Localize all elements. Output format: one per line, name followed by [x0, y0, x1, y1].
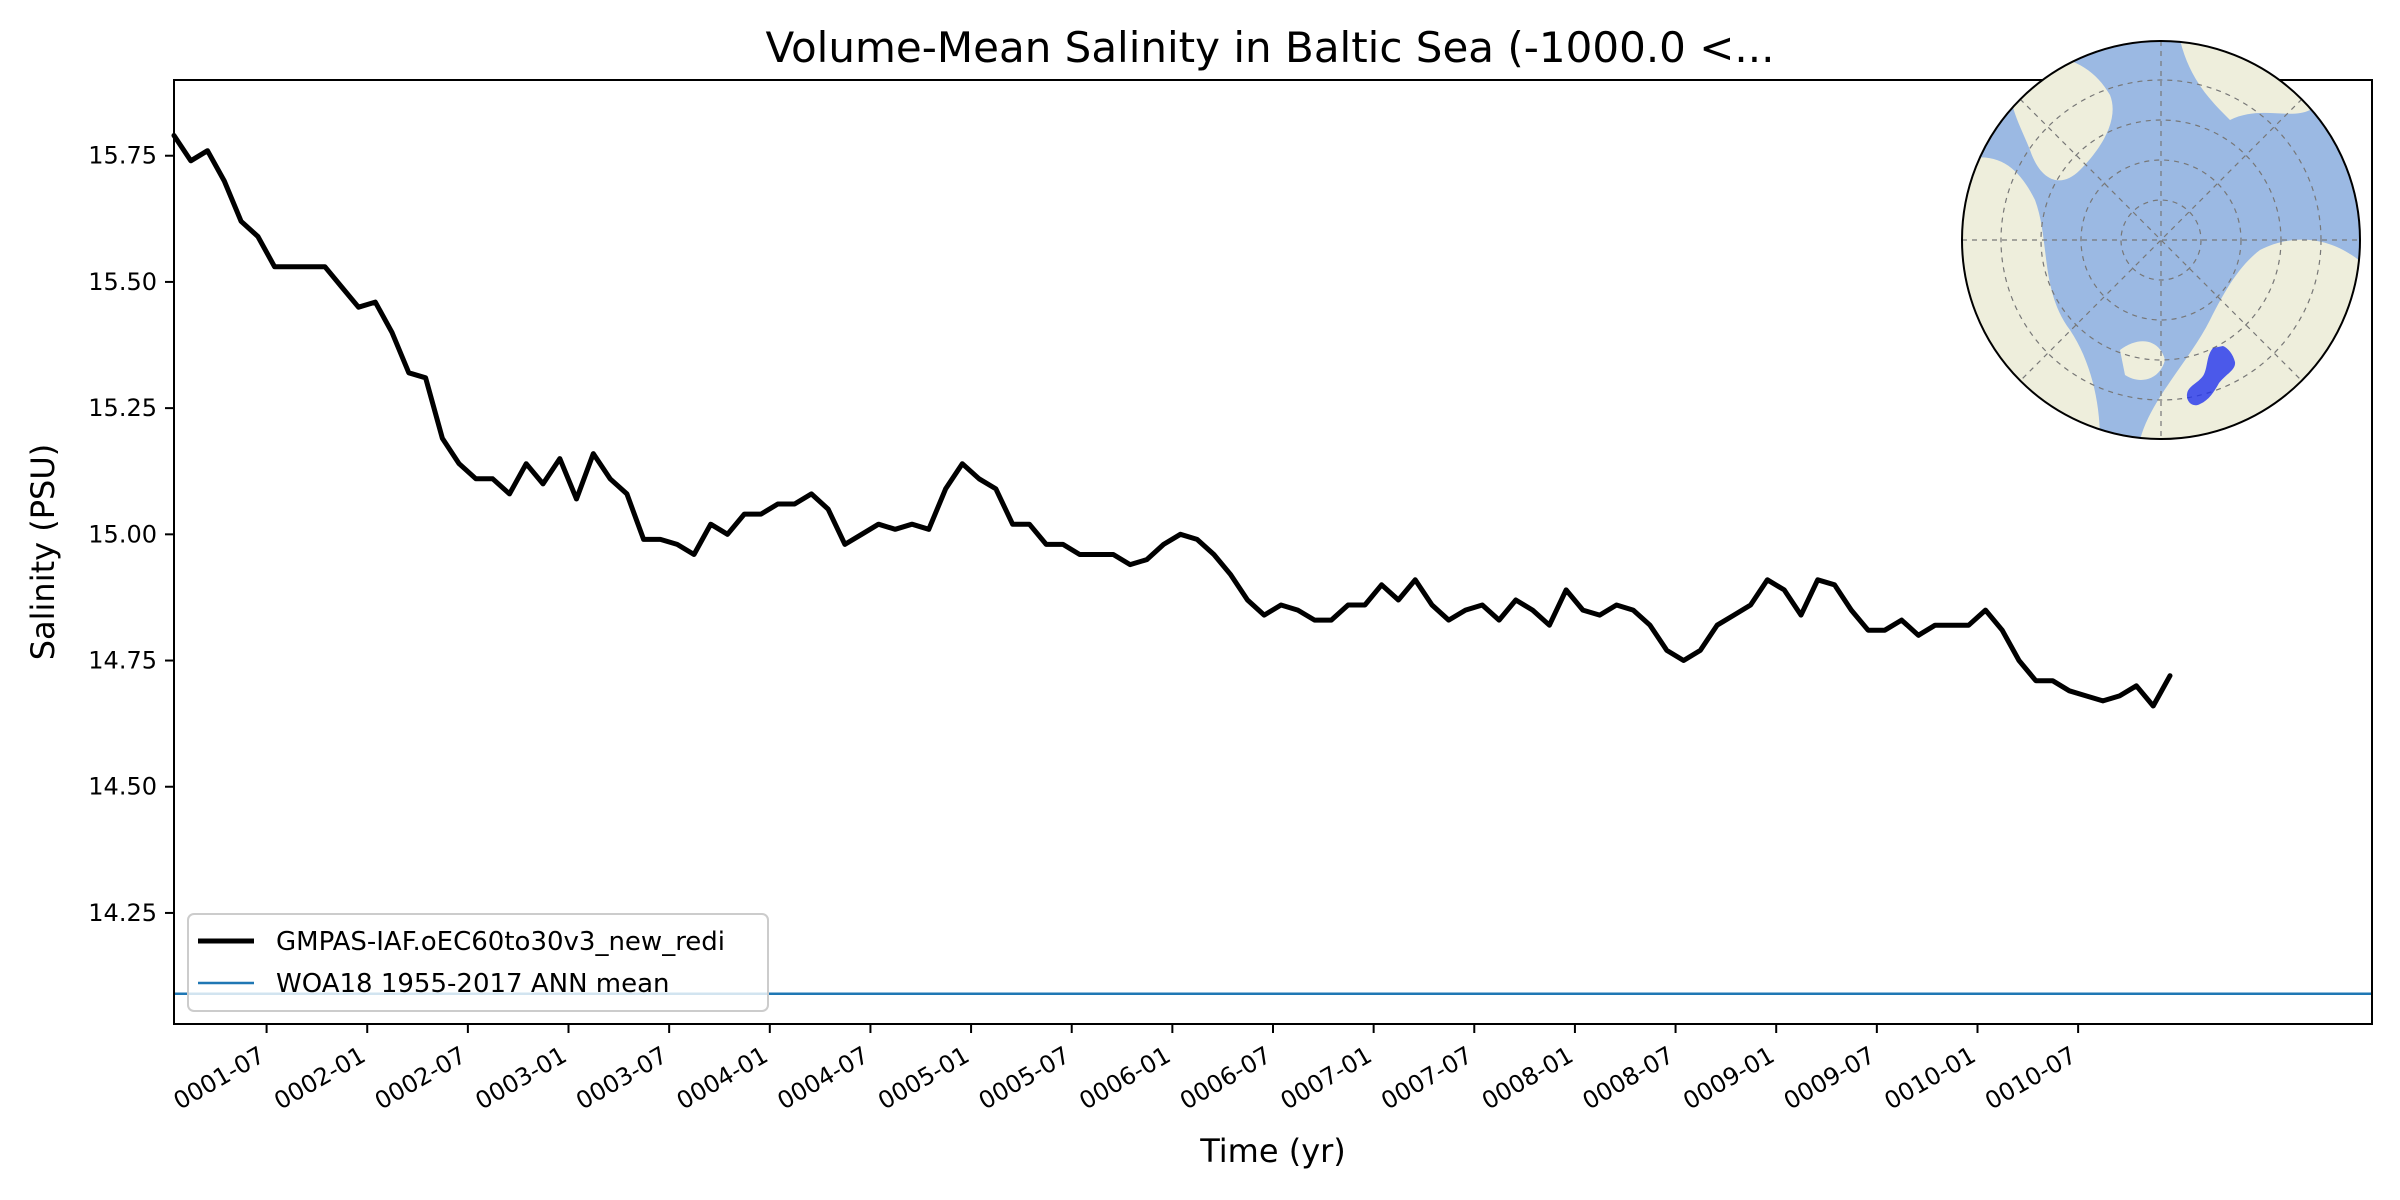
y-tick-label: 14.75	[88, 647, 157, 675]
legend-box	[187, 913, 769, 1012]
y-tick-label: 14.50	[88, 773, 157, 801]
series-line-gmpas	[171, 133, 2173, 709]
y-tick-label: 15.75	[88, 142, 157, 170]
legend-label-woa18: WOA18 1955-2017 ANN mean	[276, 969, 670, 999]
y-tick-label: 15.50	[88, 268, 157, 296]
inset-map-baltic-highlight	[2186, 346, 2236, 406]
chart-title: Volume-Mean Salinity in Baltic Sea (-100…	[766, 23, 1775, 72]
y-tick-label: 15.00	[88, 520, 157, 548]
y-tick-label: 15.25	[88, 394, 157, 422]
legend-label-gmpas: GMPAS-IAF.oEC60to30v3_new_redi	[276, 927, 725, 957]
inset-map-border	[1961, 40, 2361, 440]
y-tick-label: 14.25	[88, 899, 157, 927]
y-axis: 14.25 14.50 14.75 15.00 15.25 15.50 15.75	[88, 142, 174, 927]
y-axis-title: Salinity (PSU)	[24, 444, 62, 661]
legend: GMPAS-IAF.oEC60to30v3_new_redi WOA18 195…	[187, 913, 769, 1012]
plot-frame	[173, 79, 2373, 1025]
inset-map-graticule	[1962, 41, 2360, 439]
x-axis-title: Time (yr)	[1199, 1132, 1346, 1170]
